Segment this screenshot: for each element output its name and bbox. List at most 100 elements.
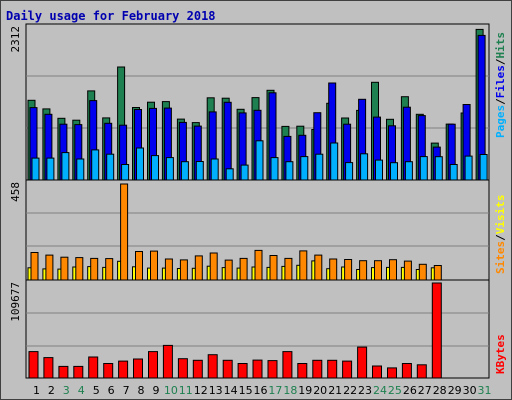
x-tick-label: 8 [138, 384, 145, 397]
pages-bar [404, 161, 413, 181]
legend-pages: Pages [494, 105, 507, 138]
pages-bar [180, 161, 189, 181]
kbytes-bar [177, 358, 188, 379]
sites-bar [120, 183, 129, 281]
x-tick-label: 18 [283, 384, 297, 397]
kbytes-bar [148, 351, 158, 379]
x-tick-label: 6 [108, 384, 115, 397]
sites-bar [314, 254, 323, 281]
pages-bar [464, 155, 473, 181]
x-tick-label: 30 [463, 384, 477, 397]
kbytes-bar [43, 357, 54, 379]
x-tick-label: 26 [403, 384, 417, 397]
sites-bar [75, 257, 84, 281]
kbytes-bar [252, 359, 263, 379]
bottom-ytick-label: 109677 [9, 282, 22, 322]
x-tick-label: 20 [313, 384, 327, 397]
sites-bar [60, 256, 69, 281]
sites-bar [374, 260, 382, 281]
sites-bar [433, 265, 442, 281]
pages-bar [106, 153, 115, 181]
x-tick-label: 22 [343, 384, 357, 397]
pages-bar [76, 158, 85, 181]
pages-bar [136, 147, 144, 181]
kbytes-bar [118, 360, 129, 379]
x-tick-label: 19 [298, 384, 312, 397]
pages-bar [300, 156, 309, 181]
kbytes-bar [357, 346, 368, 379]
kbytes-bar [103, 363, 114, 379]
pages-bar [165, 157, 174, 181]
sites-bar [389, 259, 397, 281]
kbytes-bar [416, 364, 427, 379]
bottom-legend: KBytes [494, 334, 507, 374]
kbytes-bar [342, 360, 353, 379]
sites-bar [403, 260, 412, 281]
x-tick-label: 11 [179, 384, 193, 397]
pages-bar [46, 157, 55, 181]
sites-bar [105, 258, 114, 281]
middle-ytick-label: 458 [9, 182, 22, 202]
pages-bar [151, 155, 159, 181]
sites-bar [418, 263, 427, 281]
x-tick-label: 14 [224, 384, 238, 397]
kbytes-bar [28, 351, 39, 379]
x-tick-label: 21 [328, 384, 342, 397]
kbytes-bar [192, 359, 203, 379]
x-tick-label: 13 [209, 384, 223, 397]
x-tick-label: 5 [93, 384, 100, 397]
sites-bar [164, 258, 173, 281]
sites-bar [30, 252, 39, 281]
x-tick-label: 3 [63, 384, 70, 397]
x-tick-label: 27 [418, 384, 432, 397]
x-tick-label: 15 [239, 384, 253, 397]
legend-separator: / [494, 234, 507, 241]
legend-files: Files [494, 65, 507, 98]
kbytes-bar [58, 365, 69, 379]
pages-bar [285, 161, 294, 181]
kbytes-bar [162, 344, 173, 379]
x-tick-label: 2 [48, 384, 55, 397]
kbytes-bar [312, 359, 323, 379]
x-tick-label: 17 [268, 384, 282, 397]
pages-bar [330, 142, 339, 181]
sites-bar [359, 260, 368, 281]
legend-visits: Visits [494, 195, 507, 235]
legend-sites: Sites [494, 241, 507, 274]
pages-bar [61, 152, 70, 181]
x-tick-label: 28 [433, 384, 447, 397]
pages-bar [255, 140, 264, 181]
legend-hits: Hits [494, 32, 507, 59]
sites-bar [269, 255, 278, 281]
x-tick-label: 31 [478, 384, 492, 397]
sites-bar [135, 251, 143, 281]
pages-bar [434, 156, 443, 181]
x-tick-label: 29 [448, 384, 462, 397]
x-tick-label: 7 [123, 384, 130, 397]
pages-bar [240, 164, 249, 181]
x-tick-label: 9 [153, 384, 160, 397]
kbytes-bar [431, 282, 442, 379]
chart-title: Daily usage for February 2018 [6, 9, 216, 23]
pages-bar [360, 153, 369, 181]
x-tick-label: 1 [33, 384, 40, 397]
sites-bar [239, 257, 248, 281]
pages-bar [210, 158, 219, 181]
middle-legend: Sites/Visits [494, 195, 507, 275]
x-tick-label: 12 [194, 384, 208, 397]
pages-bar [315, 153, 324, 181]
pages-bar [195, 161, 204, 181]
sites-bar [224, 259, 233, 281]
top-ytick-label: 2312 [9, 26, 22, 53]
x-tick-label: 24 [373, 384, 387, 397]
pages-bar [31, 157, 40, 181]
pages-bar [270, 157, 279, 181]
kbytes-bar [237, 363, 248, 379]
top-legend: Pages/Files/Hits [494, 32, 507, 138]
pages-bar [449, 164, 458, 181]
sites-bar [150, 250, 158, 281]
pages-bar [225, 168, 234, 181]
pages-bar [479, 154, 488, 181]
sites-bar [299, 250, 308, 281]
